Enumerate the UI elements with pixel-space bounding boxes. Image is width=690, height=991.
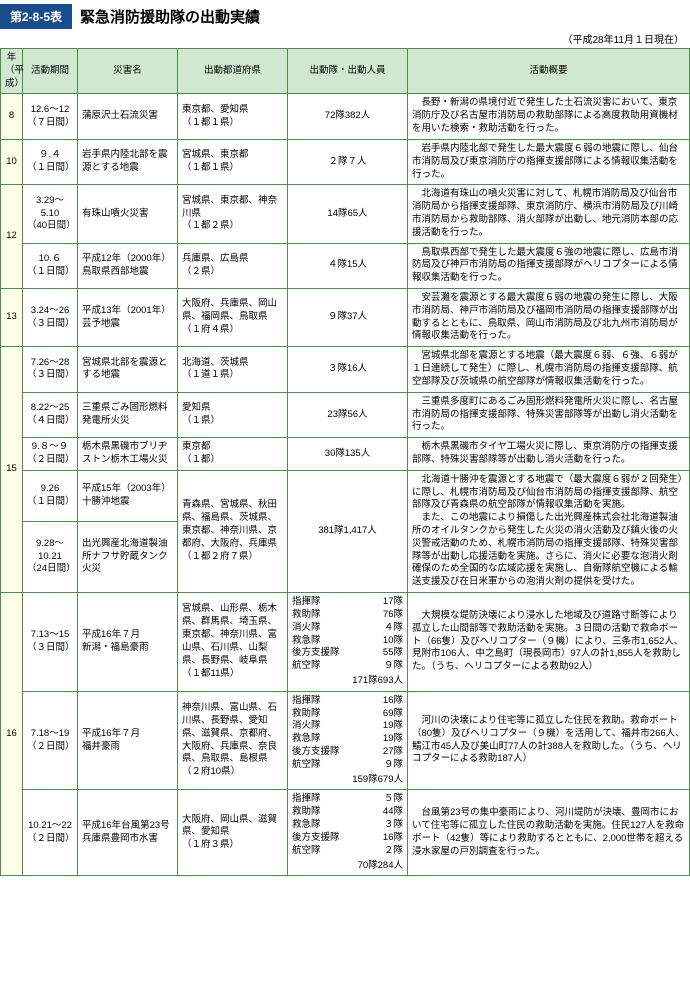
summary-cell: 宮城県北部を震源とする地震（最大震度６弱、６強、６弱が１日連続して発生）に際し、… — [408, 347, 690, 392]
units-cell: ４隊15人 — [288, 243, 408, 288]
units-cell: 72隊382人 — [288, 94, 408, 139]
pref-cell: 愛知県（１県） — [178, 392, 288, 437]
pref-cell: 宮城県、東京都、神奈川県（１都２県） — [178, 185, 288, 243]
period-cell: 7.13～15（３日間） — [23, 593, 78, 692]
period-cell: 9.28～10.21（24日間） — [23, 521, 78, 592]
summary-cell: 長野・新潟の県境付近で発生した土石流災害において、東京消防庁及び名古屋市消防局の… — [408, 94, 690, 139]
period-cell: 3.24～26（３日間） — [23, 289, 78, 347]
col-summary: 活動概要 — [408, 49, 690, 94]
title-text: 緊急消防援助隊の出動実績 — [80, 6, 260, 27]
period-cell: 7.18～19（２日間） — [23, 691, 78, 790]
units-cell: 381隊1,417人 — [288, 470, 408, 592]
period-cell: 9.８〜９（２日間） — [23, 438, 78, 471]
table-row: 10９.４（１日間）岩手県内陸北部を震源とする地震宮城県、東京都（１都１県）２隊… — [1, 139, 690, 184]
period-cell: 10.６（１日間） — [23, 243, 78, 288]
year-cell: 13 — [1, 289, 23, 347]
summary-cell: 北海道十勝沖を震源とする地震で（最大震度６弱が２回発生）に際し、札幌市消防局及び… — [408, 470, 690, 592]
pref-cell: 兵庫県、広島県（２県） — [178, 243, 288, 288]
units-cell: 指揮隊16隊救助隊69隊消火隊19隊救急隊19隊後方支援隊27隊航空隊９隊159… — [288, 691, 408, 790]
period-cell: 8.22～25（４日間） — [23, 392, 78, 437]
units-cell: 指揮隊17隊救助隊76隊消火隊４隊救急隊10隊後方支援隊55隊航空隊９隊171隊… — [288, 593, 408, 692]
units-cell: 23隊56人 — [288, 392, 408, 437]
pref-cell: 東京都、愛知県（１都１県） — [178, 94, 288, 139]
summary-cell: 岩手県内陸北部で発生した最大震度６弱の地震に際し、仙台市消防局及び東京消防庁の指… — [408, 139, 690, 184]
disaster-cell: 栃木県黒磯市ブリヂストン栃木工場火災 — [78, 438, 178, 471]
period-cell: 3.29～5.10（40日間） — [23, 185, 78, 243]
disaster-cell: 岩手県内陸北部を震源とする地震 — [78, 139, 178, 184]
year-cell: 10 — [1, 139, 23, 184]
disaster-cell: 有珠山噴火災害 — [78, 185, 178, 243]
col-disaster: 災害名 — [78, 49, 178, 94]
units-cell: 14隊65人 — [288, 185, 408, 243]
disaster-cell: 平成16年７月福井豪雨 — [78, 691, 178, 790]
summary-cell: 北海道有珠山の噴火災害に対して、札幌市消防局及び仙台市消防局から指揮支援部隊、東… — [408, 185, 690, 243]
summary-cell: 大規模な堤防決壊により浸水した地域及び道路寸断等により孤立した山間部等で救助活動… — [408, 593, 690, 692]
period-cell: 9.26（１日間） — [23, 470, 78, 521]
disaster-cell: 三重県ごみ固形燃料発電所火災 — [78, 392, 178, 437]
pref-cell: 大阪府、兵庫県、岡山県、福岡県、鳥取県（１府４県） — [178, 289, 288, 347]
dispatch-table: 年（平成） 活動期間 災害名 出動都道府県 出動隊・出動人員 活動概要 812.… — [0, 48, 690, 876]
table-row: 7.18～19（２日間）平成16年７月福井豪雨神奈川県、富山県、石川県、長野県、… — [1, 691, 690, 790]
col-period: 活動期間 — [23, 49, 78, 94]
table-header-row: 年（平成） 活動期間 災害名 出動都道府県 出動隊・出動人員 活動概要 — [1, 49, 690, 94]
pref-cell: 神奈川県、富山県、石川県、長野県、愛知県、滋賀県、京都府、大阪府、兵庫県、奈良県… — [178, 691, 288, 790]
col-pref: 出動都道府県 — [178, 49, 288, 94]
period-cell: 12.6～12（７日間） — [23, 94, 78, 139]
col-year: 年（平成） — [1, 49, 23, 94]
disaster-cell: 平成16年７月新潟・福島豪雨 — [78, 593, 178, 692]
pref-cell: 東京都（１都） — [178, 438, 288, 471]
period-cell: ９.４（１日間） — [23, 139, 78, 184]
units-cell: ９隊37人 — [288, 289, 408, 347]
summary-cell: 安芸灘を震源とする最大震度６弱の地震の発生に際し、大阪市消防局、神戸市消防局及び… — [408, 289, 690, 347]
title-bar: 第2-8-5表 緊急消防援助隊の出動実績 — [0, 4, 690, 29]
disaster-cell: 平成15年（2003年）十勝沖地震 — [78, 470, 178, 521]
disaster-cell: 宮城県北部を震源とする地震 — [78, 347, 178, 392]
year-cell: 8 — [1, 94, 23, 139]
summary-cell: 三重県多度町にあるごみ固形燃料発電所火災に際し、名古屋市消防局の指揮支援部隊、特… — [408, 392, 690, 437]
summary-cell: 栃木県黒磯市タイヤ工場火災に際し、東京消防庁の指揮支援部隊、特殊災害部隊等が出動… — [408, 438, 690, 471]
units-cell: 指揮隊５隊救助隊44隊救急隊３隊後方支援隊16隊航空隊２隊70隊284人 — [288, 790, 408, 876]
table-row: 123.29～5.10（40日間）有珠山噴火災害宮城県、東京都、神奈川県（１都２… — [1, 185, 690, 243]
year-cell: 15 — [1, 347, 23, 593]
table-row: 133.24～26（３日間）平成13年（2001年）芸予地震大阪府、兵庫県、岡山… — [1, 289, 690, 347]
disaster-cell: 蒲原沢土石流災害 — [78, 94, 178, 139]
year-cell: 16 — [1, 593, 23, 876]
col-units: 出動隊・出動人員 — [288, 49, 408, 94]
table-row: 157.26～28（３日間）宮城県北部を震源とする地震北海道、茨城県（１道１県）… — [1, 347, 690, 392]
units-cell: ３隊16人 — [288, 347, 408, 392]
disaster-cell: 平成12年（2000年）鳥取県西部地震 — [78, 243, 178, 288]
pref-cell: 宮城県、東京都（１都１県） — [178, 139, 288, 184]
units-cell: ２隊７人 — [288, 139, 408, 184]
pref-cell: 北海道、茨城県（１道１県） — [178, 347, 288, 392]
title-badge: 第2-8-5表 — [0, 4, 72, 29]
table-row: 167.13～15（３日間）平成16年７月新潟・福島豪雨宮城県、山形県、栃木県、… — [1, 593, 690, 692]
as-of-note: （平成28年11月１日現在） — [0, 31, 684, 46]
summary-cell: 台風第23号の集中豪雨により、河川堤防が決壊、豊岡市において住宅等に孤立した住民… — [408, 790, 690, 876]
table-row: 812.6～12（７日間）蒲原沢土石流災害東京都、愛知県（１都１県）72隊382… — [1, 94, 690, 139]
pref-cell: 大阪府、岡山県、滋賀県、愛知県（１府３県） — [178, 790, 288, 876]
disaster-cell: 平成13年（2001年）芸予地震 — [78, 289, 178, 347]
units-cell: 30隊135人 — [288, 438, 408, 471]
table-row: 8.22～25（４日間）三重県ごみ固形燃料発電所火災愛知県（１県）23隊56人三… — [1, 392, 690, 437]
pref-cell: 青森県、宮城県、秋田県、福島県、茨城県、東京都、神奈川県、京都府、大阪府、兵庫県… — [178, 470, 288, 592]
period-cell: 10.21～22（２日間） — [23, 790, 78, 876]
summary-cell: 河川の決壊により住宅等に孤立した住民を救助。救命ボート（80隻）及びヘリコプター… — [408, 691, 690, 790]
table-row: 10.６（１日間）平成12年（2000年）鳥取県西部地震兵庫県、広島県（２県）４… — [1, 243, 690, 288]
table-row: 10.21～22（２日間）平成16年台風第23号兵庫県豊岡市水害大阪府、岡山県、… — [1, 790, 690, 876]
table-row: 9.８〜９（２日間）栃木県黒磯市ブリヂストン栃木工場火災東京都（１都）30隊13… — [1, 438, 690, 471]
disaster-cell: 出光興産北海道製油所ナフサ貯蔵タンク火災 — [78, 521, 178, 592]
year-cell: 12 — [1, 185, 23, 289]
summary-cell: 鳥取県西部で発生した最大震度６強の地震に際し、広島市消防局及び神戸市消防局の指揮… — [408, 243, 690, 288]
disaster-cell: 平成16年台風第23号兵庫県豊岡市水害 — [78, 790, 178, 876]
table-row: 9.26（１日間）平成15年（2003年）十勝沖地震青森県、宮城県、秋田県、福島… — [1, 470, 690, 521]
period-cell: 7.26～28（３日間） — [23, 347, 78, 392]
pref-cell: 宮城県、山形県、栃木県、群馬県、埼玉県、東京都、神奈川県、富山県、石川県、山梨県… — [178, 593, 288, 692]
